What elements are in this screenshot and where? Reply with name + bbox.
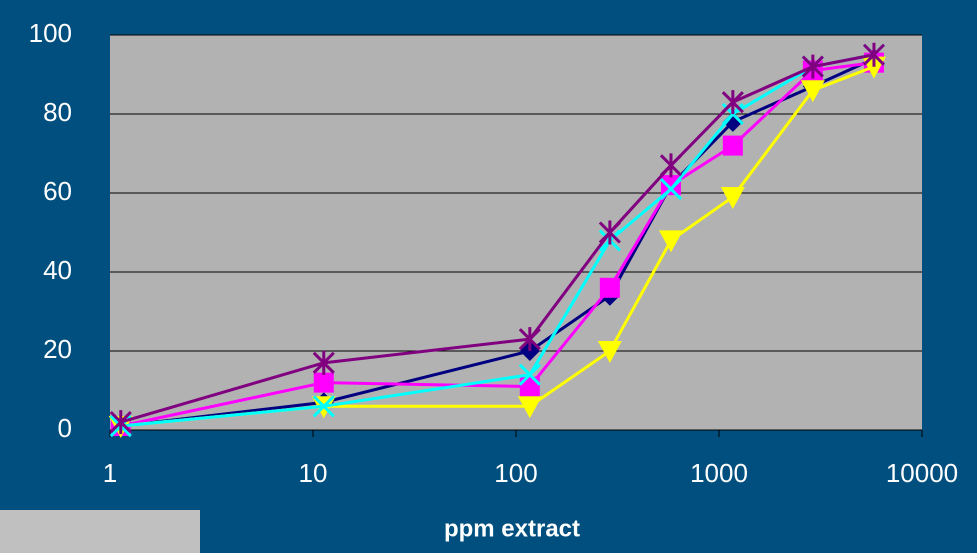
marker <box>659 177 683 201</box>
marker <box>109 410 132 435</box>
marker <box>313 372 334 393</box>
y-tick-label: 60 <box>43 176 72 206</box>
marker <box>801 54 824 79</box>
series-line <box>120 57 875 428</box>
series-line <box>120 61 875 428</box>
marker <box>518 363 541 386</box>
x-axis-label: ppm extract <box>444 515 580 542</box>
marker <box>659 153 683 178</box>
marker <box>518 327 541 352</box>
y-tick-label: 20 <box>43 334 72 364</box>
marker <box>658 230 683 253</box>
series-line <box>120 65 875 428</box>
marker <box>519 376 540 397</box>
marker <box>312 395 335 418</box>
marker <box>862 42 886 67</box>
y-tick-label: 100 <box>29 18 72 48</box>
series-line <box>120 53 875 424</box>
marker <box>722 135 743 156</box>
y-tick-label: 40 <box>43 255 72 285</box>
y-tick-label: 80 <box>43 97 72 127</box>
marker <box>721 90 744 115</box>
marker <box>599 277 620 298</box>
series-line <box>120 53 875 428</box>
x-tick-label: 10 <box>299 458 328 488</box>
x-tick-label: 100 <box>494 458 537 488</box>
marker <box>660 175 681 196</box>
marker <box>800 80 825 103</box>
marker <box>720 186 745 209</box>
marker <box>598 220 621 245</box>
legend-box <box>0 510 200 553</box>
marker <box>597 341 622 363</box>
x-tick-label: 1 <box>103 458 117 488</box>
marker <box>312 350 335 375</box>
y-tick-label: 0 <box>58 413 72 443</box>
x-tick-label: 10000 <box>886 458 958 488</box>
marker <box>517 396 542 419</box>
plot-area <box>110 35 922 430</box>
x-tick-label: 1000 <box>690 458 748 488</box>
